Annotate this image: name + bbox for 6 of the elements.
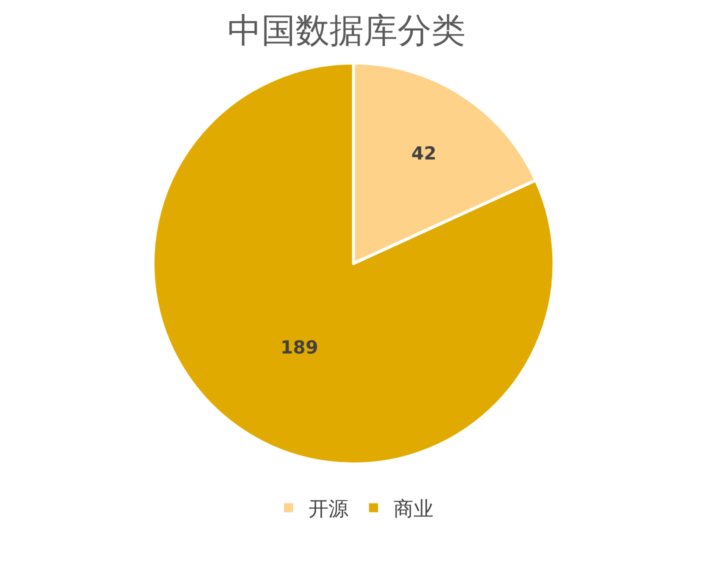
- legend-label: 开源: [308, 496, 348, 521]
- data-label: 42: [411, 144, 436, 165]
- chart-title: 中国数据库分类: [227, 10, 466, 51]
- pie-slice: [152, 62, 556, 466]
- data-label: 189: [280, 337, 318, 358]
- legend-label: 商业: [394, 496, 434, 521]
